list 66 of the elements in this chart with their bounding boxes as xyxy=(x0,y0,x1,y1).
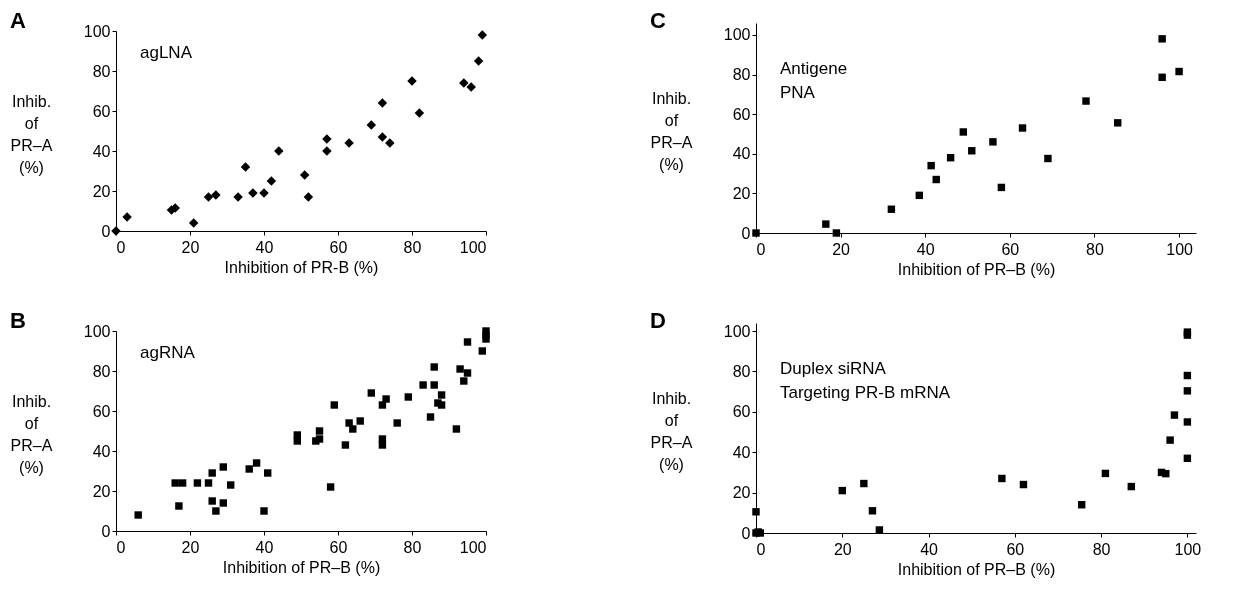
x-tick-label: 0 xyxy=(756,240,766,258)
chart-title: D xyxy=(650,308,666,333)
x-tick-label: 40 xyxy=(255,538,274,556)
x-tick-label: 100 xyxy=(1166,240,1194,258)
y-tick-label: 20 xyxy=(92,182,111,200)
y-tick-label: 60 xyxy=(732,403,751,421)
x-axis-title: Inhibition of PR–B (%) xyxy=(897,260,1056,278)
x-axis-title: Inhibition of PR–B (%) xyxy=(222,558,381,576)
x-tick-label: 0 xyxy=(756,540,766,558)
x-tick-label: 20 xyxy=(832,240,851,258)
y-tick-label: 100 xyxy=(83,22,111,40)
y-tick-label: 80 xyxy=(92,362,111,380)
y-axis-title: Inhib. of PR–A (%) xyxy=(10,392,53,476)
x-tick-label: 80 xyxy=(1086,240,1104,258)
y-tick-label: 20 xyxy=(92,482,111,500)
y-tick-label: 100 xyxy=(83,322,111,340)
annotation: agRNA xyxy=(140,343,196,362)
x-tick-label: 100 xyxy=(1174,540,1202,558)
y-axis-title: Inhib. of PR–A (%) xyxy=(650,389,693,473)
x-tick-label: 80 xyxy=(403,238,422,256)
x-axis-title: Inhibition of PR-B (%) xyxy=(224,258,379,276)
y-tick-label: 100 xyxy=(723,322,751,340)
chart-title: A xyxy=(10,8,27,33)
x-tick-label: 40 xyxy=(916,240,935,258)
x-tick-label: 60 xyxy=(1001,240,1020,258)
annotation: Targeting PR-B mRNA xyxy=(780,383,951,402)
y-tick-label: 80 xyxy=(92,62,111,80)
annotation: agLNA xyxy=(140,43,193,62)
x-tick-label: 80 xyxy=(403,538,422,556)
x-tick-label: 20 xyxy=(181,538,200,556)
x-tick-label: 60 xyxy=(329,538,348,556)
y-tick-label: 0 xyxy=(101,522,111,540)
x-tick-label: 0 xyxy=(116,238,126,256)
chart-title: B xyxy=(10,308,26,333)
y-tick-label: 40 xyxy=(92,142,111,160)
annotation: Duplex siRNA xyxy=(780,359,887,378)
y-tick-label: 0 xyxy=(101,222,111,240)
x-tick-label: 100 xyxy=(459,238,487,256)
x-tick-label: 60 xyxy=(1006,540,1025,558)
y-axis-title: Inhib. of PR–A (%) xyxy=(650,89,693,173)
y-tick-label: 40 xyxy=(92,442,111,460)
y-tick-label: 80 xyxy=(732,66,751,84)
x-tick-label: 0 xyxy=(116,538,126,556)
x-tick-label: 20 xyxy=(181,238,200,256)
x-tick-label: 40 xyxy=(255,238,274,256)
y-tick-label: 20 xyxy=(732,184,751,202)
chart-title: C xyxy=(650,8,667,33)
y-axis-title: Inhib. of PR–A (%) xyxy=(10,92,53,176)
x-tick-label: 80 xyxy=(1092,540,1111,558)
y-tick-label: 40 xyxy=(732,145,751,163)
y-tick-label: 40 xyxy=(732,443,751,461)
y-tick-label: 0 xyxy=(741,524,751,542)
x-axis-title: Inhibition of PR–B (%) xyxy=(897,560,1056,578)
annotation: PNA xyxy=(780,83,816,102)
y-tick-label: 0 xyxy=(741,224,751,242)
y-tick-label: 60 xyxy=(732,105,751,123)
x-tick-label: 20 xyxy=(833,540,852,558)
y-tick-label: 100 xyxy=(723,26,751,44)
x-tick-label: 100 xyxy=(459,538,487,556)
y-tick-label: 80 xyxy=(732,362,751,380)
x-tick-label: 40 xyxy=(920,540,939,558)
x-tick-label: 60 xyxy=(329,238,348,256)
y-tick-label: 60 xyxy=(92,102,111,120)
y-tick-label: 60 xyxy=(92,402,111,420)
y-tick-label: 20 xyxy=(732,484,751,502)
annotation: Antigene xyxy=(780,59,848,78)
